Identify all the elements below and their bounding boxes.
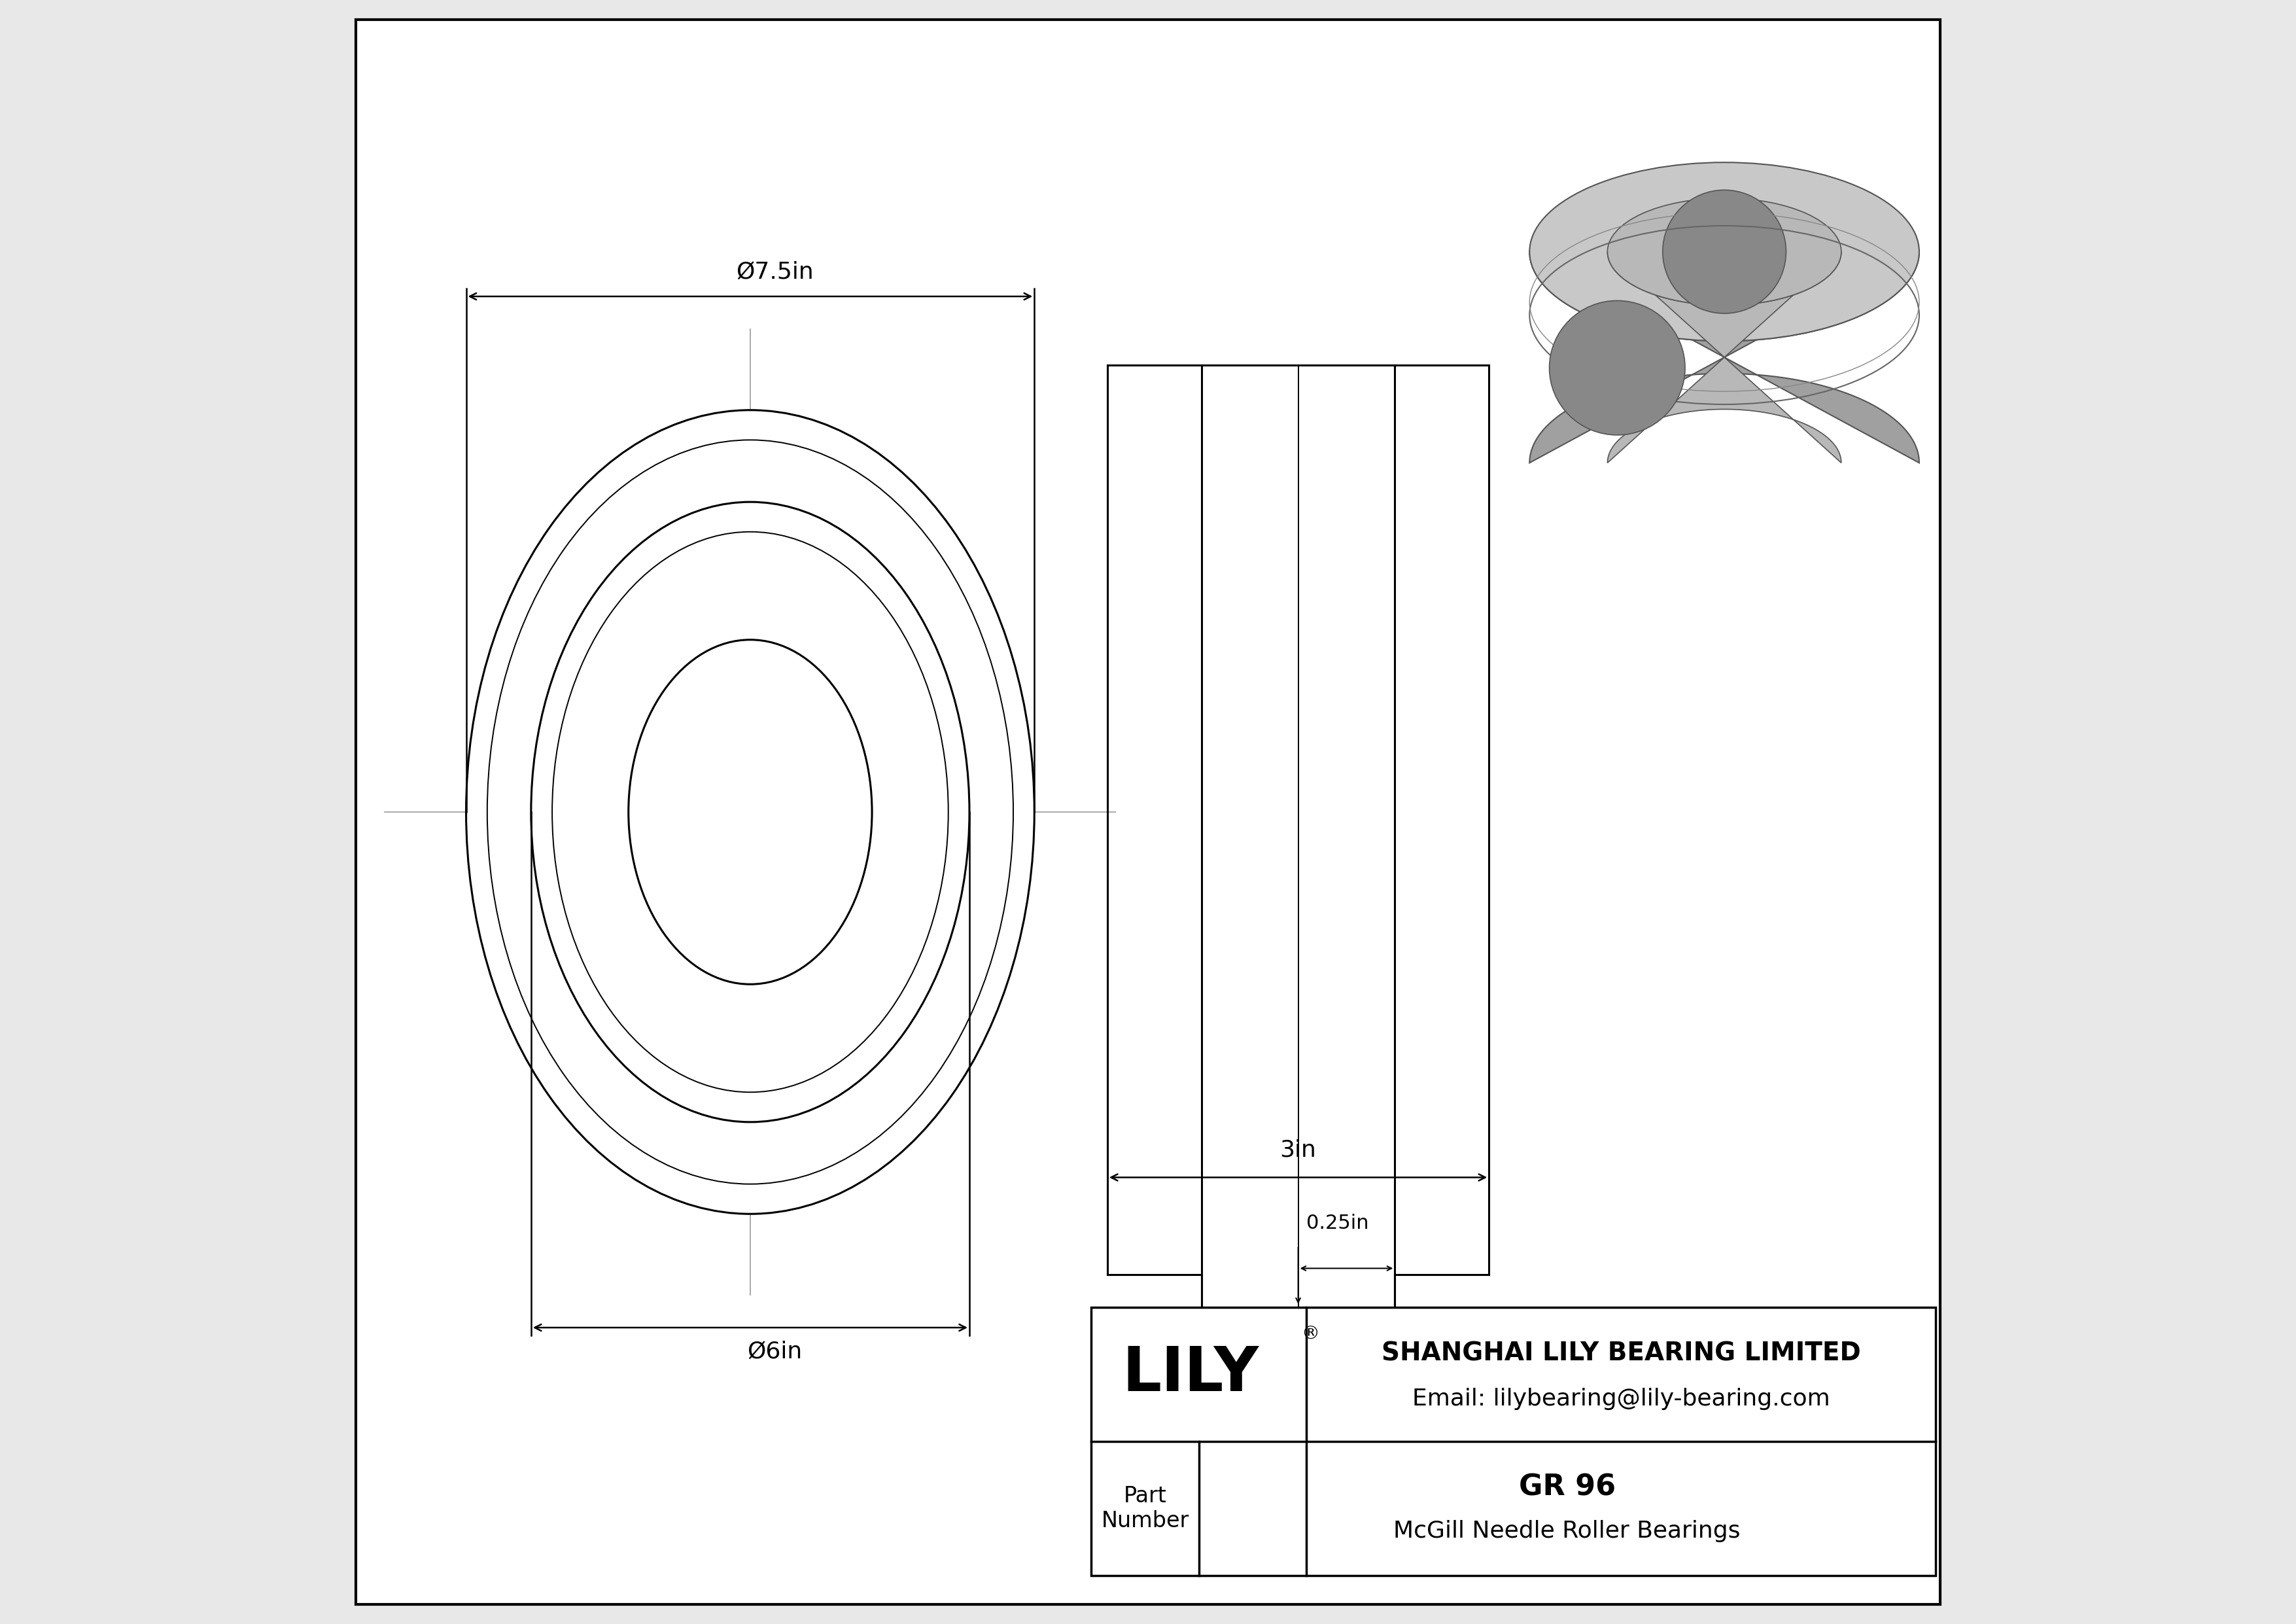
Ellipse shape xyxy=(530,502,969,1122)
Polygon shape xyxy=(1529,252,1919,463)
Text: Email: lilybearing@lily-bearing.com: Email: lilybearing@lily-bearing.com xyxy=(1412,1387,1830,1410)
Text: LILY: LILY xyxy=(1123,1345,1258,1405)
Text: GR 96: GR 96 xyxy=(1518,1473,1616,1501)
Text: Ø7.5in: Ø7.5in xyxy=(735,261,813,284)
Text: ®: ® xyxy=(1302,1325,1320,1343)
Ellipse shape xyxy=(487,440,1013,1184)
Ellipse shape xyxy=(1550,300,1685,435)
Text: McGill Needle Roller Bearings: McGill Needle Roller Bearings xyxy=(1394,1520,1740,1543)
Bar xyxy=(1091,1307,1936,1575)
Ellipse shape xyxy=(466,411,1035,1213)
Ellipse shape xyxy=(1662,190,1786,313)
Ellipse shape xyxy=(1529,162,1919,341)
Text: Ø6in: Ø6in xyxy=(746,1340,801,1363)
Text: Part
Number: Part Number xyxy=(1102,1484,1189,1531)
Ellipse shape xyxy=(1607,198,1841,305)
Polygon shape xyxy=(1607,252,1841,463)
Text: 3in: 3in xyxy=(1279,1138,1316,1161)
Ellipse shape xyxy=(629,640,872,984)
Text: SHANGHAI LILY BEARING LIMITED: SHANGHAI LILY BEARING LIMITED xyxy=(1382,1341,1860,1366)
Ellipse shape xyxy=(551,531,948,1093)
Text: 0.25in: 0.25in xyxy=(1306,1213,1368,1233)
